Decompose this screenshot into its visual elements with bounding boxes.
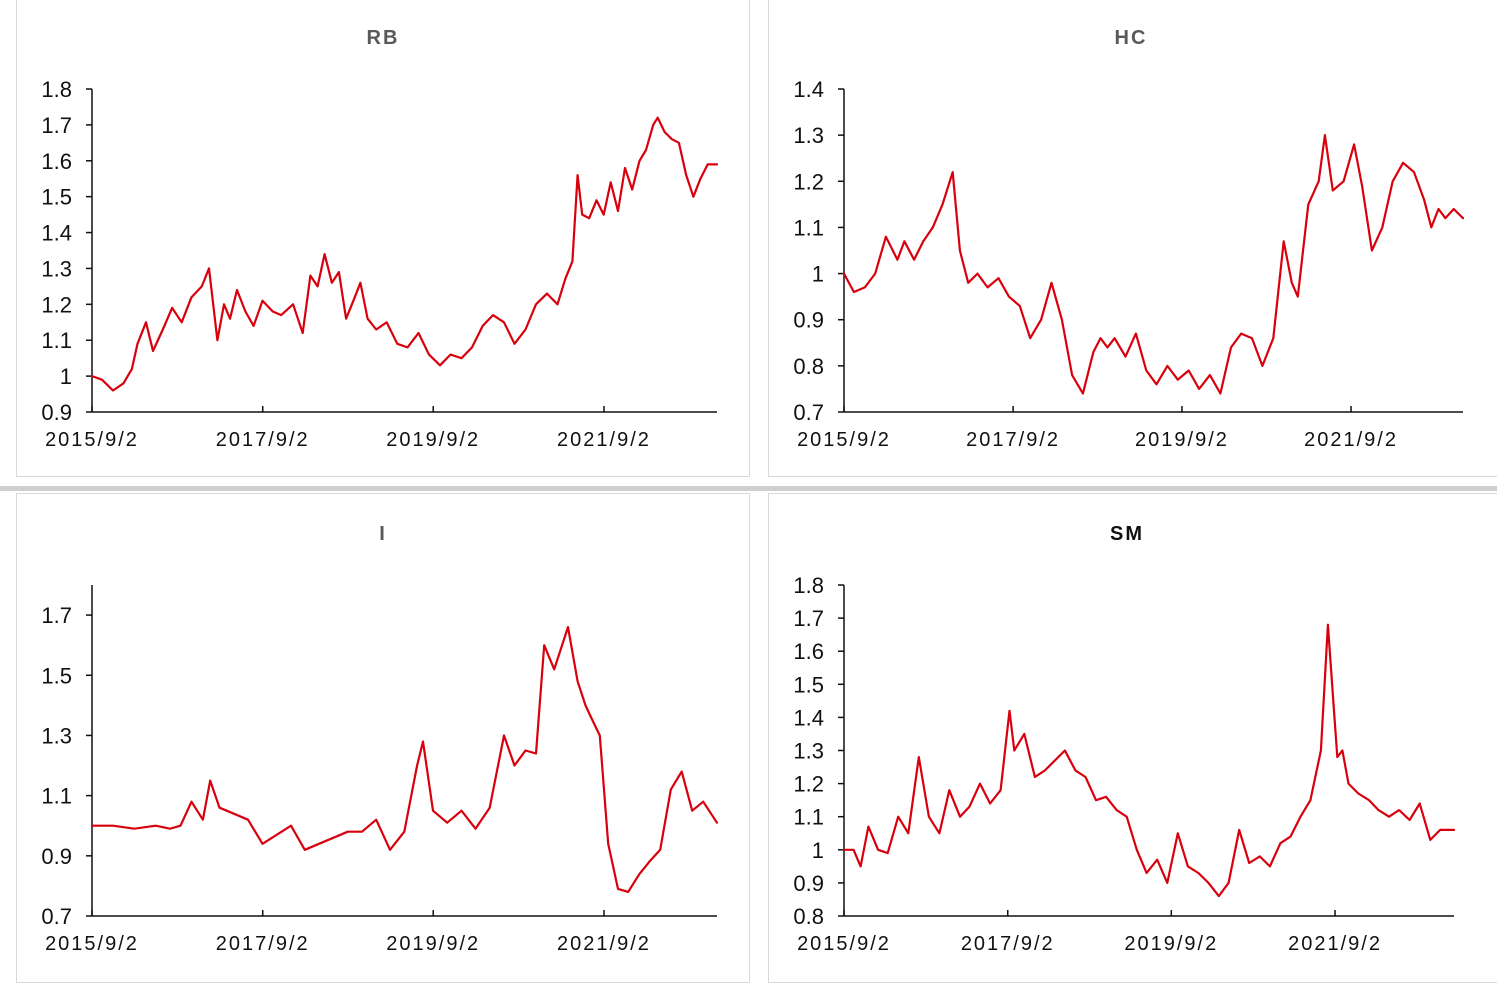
y-tick-label: 1.1 xyxy=(793,215,824,240)
y-tick-label: 1.4 xyxy=(793,77,824,102)
y-tick-label: 1.6 xyxy=(793,639,824,664)
x-tick-label: 2015/9/2 xyxy=(45,429,139,451)
y-tick-label: 1.5 xyxy=(41,185,72,210)
chart-panel-sm: SM 0.8 0.9 1 1.1 1.2 1.3 1.4 1.5 1.6 1.7 1.8 2015/9/… xyxy=(768,493,1497,983)
y-tick-label: 0.7 xyxy=(41,904,72,929)
y-tick-label: 1.5 xyxy=(793,672,824,697)
series-line-hc xyxy=(842,134,1465,395)
y-tick-label: 1.3 xyxy=(793,739,824,764)
y-tick-label: 1 xyxy=(60,364,72,389)
y-tick-label: 1.1 xyxy=(793,805,824,830)
chart-title: SM xyxy=(1110,523,1144,545)
x-tick-label: 2021/9/2 xyxy=(1288,933,1382,955)
y-tick-label: 0.7 xyxy=(793,400,824,425)
x-tick-label: 2019/9/2 xyxy=(1124,933,1218,955)
y-tick-label: 0.8 xyxy=(793,904,824,929)
y-tick-label: 1 xyxy=(812,838,824,863)
series-line-rb xyxy=(90,116,719,392)
x-tick-label: 2019/9/2 xyxy=(386,933,480,955)
x-tick-label: 2017/9/2 xyxy=(216,429,310,451)
y-tick-label: 0.9 xyxy=(41,844,72,869)
y-tick-label: 1.2 xyxy=(793,169,824,194)
y-tick-label: 0.8 xyxy=(793,354,824,379)
chart-title: HC xyxy=(1115,27,1148,49)
chart-panel-rb: RB 0.9 1 1.1 1.2 1.3 1.4 1.5 1.6 1.7 1.8 2015/9/2 20… xyxy=(16,0,750,477)
y-tick-label: 1.4 xyxy=(41,221,72,246)
y-tick-label: 1.6 xyxy=(41,149,72,174)
x-tick-label: 2017/9/2 xyxy=(961,933,1055,955)
x-tick-label: 2021/9/2 xyxy=(557,933,651,955)
chart-hc: HC 0.7 0.8 0.9 1 1.1 1.2 1.3 1.4 2015/9/2 2017/9/2… xyxy=(793,27,1465,451)
x-tick-label: 2017/9/2 xyxy=(966,429,1060,451)
y-tick-label: 1.7 xyxy=(41,113,72,138)
y-tick-label: 1.3 xyxy=(41,723,72,748)
y-tick-label: 1.1 xyxy=(41,328,72,353)
x-tick-label: 2015/9/2 xyxy=(797,429,891,451)
y-tick-label: 1.8 xyxy=(41,77,72,102)
chart-panel-i: I 0.7 0.9 1.1 1.3 1.5 1.7 2015/9/2 2017/9/2 2019/… xyxy=(16,493,750,983)
y-tick-label: 0.9 xyxy=(793,871,824,896)
chart-rb: RB 0.9 1 1.1 1.2 1.3 1.4 1.5 1.6 1.7 1.8 2015/9/2 20… xyxy=(41,27,719,451)
y-tick-label: 1.5 xyxy=(41,663,72,688)
y-tick-label: 1.1 xyxy=(41,784,72,809)
x-tick-label: 2017/9/2 xyxy=(216,933,310,955)
chart-sm: SM 0.8 0.9 1 1.1 1.2 1.3 1.4 1.5 1.6 1.7 1.8 2015/9/… xyxy=(793,523,1456,955)
y-tick-label: 0.9 xyxy=(41,400,72,425)
series-line-sm xyxy=(842,623,1456,898)
x-tick-label: 2015/9/2 xyxy=(797,933,891,955)
y-tick-label: 1.7 xyxy=(793,606,824,631)
x-tick-label: 2019/9/2 xyxy=(386,429,480,451)
y-tick-label: 1 xyxy=(812,262,824,287)
y-tick-label: 0.9 xyxy=(793,308,824,333)
x-tick-label: 2021/9/2 xyxy=(1304,429,1398,451)
chart-title: I xyxy=(379,523,387,545)
y-tick-label: 1.3 xyxy=(793,123,824,148)
y-tick-label: 1.8 xyxy=(793,573,824,598)
panel-divider xyxy=(0,486,1497,491)
chart-panel-hc: HC 0.7 0.8 0.9 1 1.1 1.2 1.3 1.4 2015/9/2 2017/9/2… xyxy=(768,0,1497,477)
y-tick-label: 1.2 xyxy=(793,772,824,797)
y-tick-label: 1.4 xyxy=(793,705,824,730)
y-tick-label: 1.3 xyxy=(41,256,72,281)
x-tick-label: 2015/9/2 xyxy=(45,933,139,955)
chart-title: RB xyxy=(367,27,400,49)
chart-i: I 0.7 0.9 1.1 1.3 1.5 1.7 2015/9/2 2017/9/2 2019/… xyxy=(41,523,719,955)
y-tick-label: 1.7 xyxy=(41,603,72,628)
x-tick-label: 2021/9/2 xyxy=(557,429,651,451)
x-tick-label: 2019/9/2 xyxy=(1135,429,1229,451)
series-line-i xyxy=(90,626,719,893)
y-tick-label: 1.2 xyxy=(41,292,72,317)
